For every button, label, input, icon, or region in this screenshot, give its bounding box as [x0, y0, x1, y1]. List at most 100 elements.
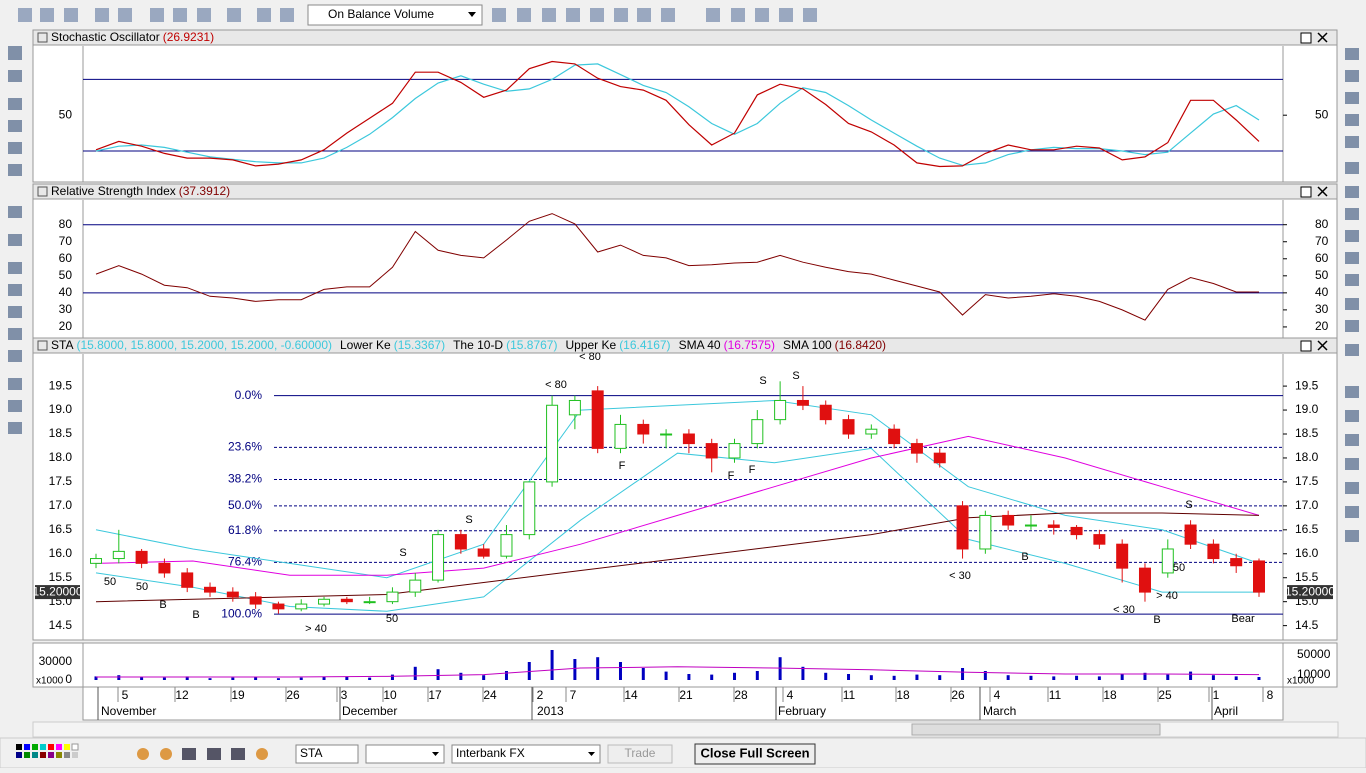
tool[interactable]	[8, 400, 22, 412]
tool[interactable]	[1345, 114, 1359, 126]
tool[interactable]	[1345, 230, 1359, 242]
broker-dropdown[interactable]	[451, 744, 601, 764]
tool[interactable]	[8, 120, 22, 132]
swatch[interactable]	[64, 744, 70, 750]
tool[interactable]	[8, 206, 22, 218]
maximize-button[interactable]	[1300, 32, 1312, 44]
scroll-thumb[interactable]	[911, 723, 1161, 736]
tool[interactable]	[1345, 162, 1359, 174]
tool[interactable]	[8, 284, 22, 296]
signal-label: F	[749, 464, 756, 476]
tool[interactable]	[1345, 70, 1359, 82]
swatch[interactable]	[16, 752, 22, 758]
indicator-dropdown[interactable]	[307, 4, 483, 26]
swatch[interactable]	[56, 744, 62, 750]
tool[interactable]	[1345, 320, 1359, 332]
swatch[interactable]	[64, 752, 70, 758]
maximize-button[interactable]	[1300, 340, 1312, 352]
tool[interactable]	[1345, 434, 1359, 446]
icon[interactable]	[280, 8, 294, 22]
close-full-screen-button[interactable]	[694, 743, 816, 765]
tool[interactable]	[1345, 92, 1359, 104]
icon[interactable]	[755, 8, 769, 22]
icon[interactable]	[118, 8, 132, 22]
tool[interactable]	[1345, 298, 1359, 310]
tool[interactable]	[8, 234, 22, 246]
icon[interactable]	[64, 8, 78, 22]
icon[interactable]	[257, 8, 271, 22]
swatch[interactable]	[40, 744, 46, 750]
swatch[interactable]	[71, 743, 79, 751]
icon[interactable]	[40, 8, 54, 22]
icon[interactable]	[614, 8, 628, 22]
tool[interactable]	[8, 378, 22, 390]
icon[interactable]	[492, 8, 506, 22]
signal-label: > 40	[1156, 590, 1178, 602]
trade-button[interactable]	[607, 744, 673, 764]
tool[interactable]	[8, 422, 22, 434]
tool[interactable]	[8, 142, 22, 154]
icon[interactable]	[706, 8, 720, 22]
tool[interactable]	[1345, 186, 1359, 198]
tool[interactable]	[1345, 410, 1359, 422]
swatch[interactable]	[32, 744, 38, 750]
swatch[interactable]	[56, 752, 62, 758]
maximize-button[interactable]	[1300, 186, 1312, 198]
tool[interactable]	[8, 46, 22, 60]
y-tick-label: 17.0	[49, 498, 73, 512]
tool[interactable]	[8, 98, 22, 110]
icon[interactable]	[803, 8, 817, 22]
swatch[interactable]	[48, 752, 54, 758]
tool[interactable]	[8, 328, 22, 340]
volume-bar	[641, 668, 645, 680]
icon[interactable]	[18, 8, 32, 22]
tool[interactable]	[1345, 208, 1359, 220]
icon[interactable]	[173, 8, 187, 22]
icon[interactable]	[566, 8, 580, 22]
tool[interactable]	[1345, 48, 1359, 60]
icon[interactable]	[231, 748, 245, 760]
icon[interactable]	[150, 8, 164, 22]
tool[interactable]	[1345, 344, 1359, 356]
icon[interactable]	[779, 8, 793, 22]
tool[interactable]	[1345, 458, 1359, 470]
tool[interactable]	[1345, 482, 1359, 494]
icon[interactable]	[256, 748, 268, 760]
tool[interactable]	[1345, 530, 1359, 542]
tool[interactable]	[1345, 506, 1359, 518]
tool[interactable]	[8, 262, 22, 274]
tool[interactable]	[1345, 386, 1359, 398]
icon[interactable]	[182, 748, 196, 760]
swatch[interactable]	[16, 744, 22, 750]
icon[interactable]	[661, 8, 675, 22]
tool[interactable]	[1345, 136, 1359, 148]
icon[interactable]	[637, 8, 651, 22]
swatch[interactable]	[40, 752, 46, 758]
icon[interactable]	[731, 8, 745, 22]
tool[interactable]	[8, 70, 22, 82]
icon[interactable]	[517, 8, 531, 22]
tool[interactable]	[8, 164, 22, 176]
icon[interactable]	[95, 8, 109, 22]
empty-dropdown[interactable]	[365, 744, 445, 764]
tool[interactable]	[1345, 252, 1359, 264]
icon[interactable]	[160, 748, 172, 760]
icon[interactable]	[207, 748, 221, 760]
volume-bar	[961, 668, 965, 680]
swatch[interactable]	[32, 752, 38, 758]
indicator-name: SMA 100	[783, 338, 832, 352]
icon[interactable]	[227, 8, 241, 22]
icon[interactable]	[197, 8, 211, 22]
swatch[interactable]	[24, 744, 30, 750]
tool[interactable]	[8, 350, 22, 362]
icon[interactable]	[590, 8, 604, 22]
icon[interactable]	[542, 8, 556, 22]
symbol-input[interactable]	[295, 744, 359, 764]
swatch[interactable]	[24, 752, 30, 758]
tool[interactable]	[8, 306, 22, 318]
swatch[interactable]	[48, 744, 54, 750]
y-tick-label: 80	[59, 217, 73, 231]
tool[interactable]	[1345, 274, 1359, 286]
icon[interactable]	[137, 748, 149, 760]
swatch[interactable]	[72, 752, 78, 758]
